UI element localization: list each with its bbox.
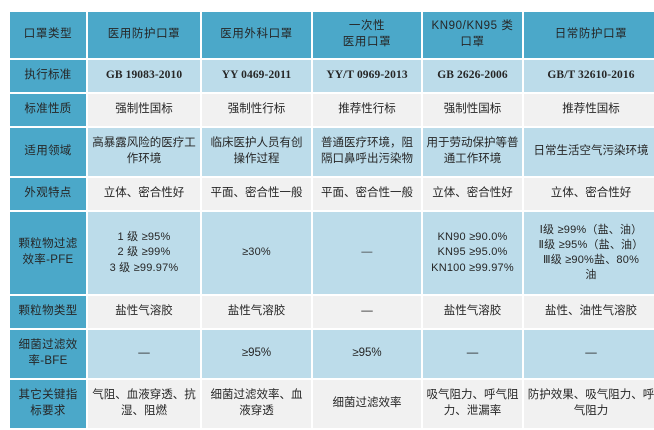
row-label-other-lines: 其它关键指 标要求 [18, 389, 78, 417]
table-row: 外观特点 立体、密合性好 平面、密合性一般 平面、密合性一般 立体、密合性好 立… [10, 178, 654, 210]
header-cell-mask-type: 口罩类型 [10, 12, 86, 58]
cell-appearance-daily: 立体、密合性好 [524, 178, 654, 210]
row-label-particle-type: 颗粒物类型 [10, 296, 86, 328]
row-label-bfe-lines: 细菌过滤效 率-BFE [18, 339, 78, 367]
table-row: 其它关键指 标要求 气阻、血液穿透、抗湿、阻燃 细菌过滤效率、血液穿透 细菌过滤… [10, 380, 654, 428]
row-label-pfe: 颗粒物过滤 效率-PFE [10, 212, 86, 294]
pfe-surgical-lines: ≥30% [242, 246, 271, 259]
cell-nature-kn95: 强制性国标 [423, 94, 522, 126]
row-label-pfe-lines: 颗粒物过滤 效率-PFE [18, 238, 78, 266]
cell-other-medpro: 气阻、血液穿透、抗湿、阻燃 [88, 380, 200, 428]
cell-other-kn95: 吸气阻力、呼气阻力、泄漏率 [423, 380, 522, 428]
table-row: 颗粒物类型 盐性气溶胶 盐性气溶胶 — 盐性气溶胶 盐性、油性气溶胶 [10, 296, 654, 328]
cell-pfe-kn95: KN90 ≥90.0% KN95 ≥95.0% KN100 ≥99.97% [423, 212, 522, 294]
cell-pfe-disposable: — [313, 212, 421, 294]
header-cell-disposable-medical: 一次性 医用口罩 [313, 12, 421, 58]
row-label-standard: 执行标准 [10, 60, 86, 92]
pfe-daily-lines: Ⅰ级 ≥99%（盐、油） Ⅱ级 ≥95%（盐、油） Ⅲ级 ≥90%盐、80% 油 [538, 223, 644, 282]
table-row: 细菌过滤效 率-BFE — ≥95% ≥95% — — [10, 330, 654, 378]
cell-particle-type-disposable: — [313, 296, 421, 328]
header-kn9095-lines: KN90/KN95 类 口罩 [431, 20, 514, 48]
cell-pfe-surgical: ≥30% [202, 212, 311, 294]
cell-pfe-medpro: 1 级 ≥95% 2 级 ≥99% 3 级 ≥99.97% [88, 212, 200, 294]
header-cell-medical-protective: 医用防护口罩 [88, 12, 200, 58]
cell-appearance-kn95: 立体、密合性好 [423, 178, 522, 210]
cell-standard-surgical: YY 0469-2011 [202, 60, 311, 92]
pfe-disposable-lines: — [361, 246, 373, 259]
table-row: 执行标准 GB 19083-2010 YY 0469-2011 YY/T 096… [10, 60, 654, 92]
cell-standard-kn95: GB 2626-2006 [423, 60, 522, 92]
header-disposable-lines: 一次性 医用口罩 [342, 20, 392, 48]
cell-nature-medpro: 强制性国标 [88, 94, 200, 126]
cell-appearance-medpro: 立体、密合性好 [88, 178, 200, 210]
cell-appearance-disposable: 平面、密合性一般 [313, 178, 421, 210]
table-header-row: 口罩类型 医用防护口罩 医用外科口罩 一次性 医用口罩 KN90/KN95 类 … [10, 12, 654, 58]
cell-application-surgical: 临床医护人员有创操作过程 [202, 128, 311, 176]
cell-appearance-surgical: 平面、密合性一般 [202, 178, 311, 210]
header-cell-daily-protective: 日常防护口罩 [524, 12, 654, 58]
mask-comparison-table-container: 口罩类型 医用防护口罩 医用外科口罩 一次性 医用口罩 KN90/KN95 类 … [8, 10, 654, 428]
cell-nature-daily: 推荐性国标 [524, 94, 654, 126]
cell-application-daily: 日常生活空气污染环境 [524, 128, 654, 176]
row-label-other-requirements: 其它关键指 标要求 [10, 380, 86, 428]
cell-particle-type-surgical: 盐性气溶胶 [202, 296, 311, 328]
pfe-kn95-lines: KN90 ≥90.0% KN95 ≥95.0% KN100 ≥99.97% [431, 231, 514, 274]
row-label-bfe: 细菌过滤效 率-BFE [10, 330, 86, 378]
cell-particle-type-kn95: 盐性气溶胶 [423, 296, 522, 328]
cell-standard-medpro: GB 19083-2010 [88, 60, 200, 92]
row-label-application: 适用领域 [10, 128, 86, 176]
pfe-medpro-lines: 1 级 ≥95% 2 级 ≥99% 3 级 ≥99.97% [109, 231, 179, 274]
row-label-appearance: 外观特点 [10, 178, 86, 210]
cell-other-disposable: 细菌过滤效率 [313, 380, 421, 428]
cell-application-disposable: 普通医疗环境，阻隔口鼻呼出污染物 [313, 128, 421, 176]
cell-bfe-kn95: — [423, 330, 522, 378]
cell-bfe-disposable: ≥95% [313, 330, 421, 378]
header-cell-medical-surgical: 医用外科口罩 [202, 12, 311, 58]
cell-other-surgical: 细菌过滤效率、血液穿透 [202, 380, 311, 428]
cell-nature-disposable: 推荐性行标 [313, 94, 421, 126]
table-row: 颗粒物过滤 效率-PFE 1 级 ≥95% 2 级 ≥99% 3 级 ≥99.9… [10, 212, 654, 294]
cell-application-kn95: 用于劳动保护等普通工作环境 [423, 128, 522, 176]
cell-nature-surgical: 强制性行标 [202, 94, 311, 126]
table-row: 适用领域 高暴露风险的医疗工作环境 临床医护人员有创操作过程 普通医疗环境，阻隔… [10, 128, 654, 176]
cell-bfe-surgical: ≥95% [202, 330, 311, 378]
cell-bfe-medpro: — [88, 330, 200, 378]
header-cell-kn9095: KN90/KN95 类 口罩 [423, 12, 522, 58]
cell-bfe-daily: — [524, 330, 654, 378]
cell-particle-type-medpro: 盐性气溶胶 [88, 296, 200, 328]
cell-pfe-daily: Ⅰ级 ≥99%（盐、油） Ⅱ级 ≥95%（盐、油） Ⅲ级 ≥90%盐、80% 油 [524, 212, 654, 294]
cell-standard-daily: GB/T 32610-2016 [524, 60, 654, 92]
cell-other-daily: 防护效果、吸气阻力、呼气阻力 [524, 380, 654, 428]
row-label-nature: 标准性质 [10, 94, 86, 126]
cell-application-medpro: 高暴露风险的医疗工作环境 [88, 128, 200, 176]
cell-standard-disposable: YY/T 0969-2013 [313, 60, 421, 92]
cell-particle-type-daily: 盐性、油性气溶胶 [524, 296, 654, 328]
mask-comparison-table: 口罩类型 医用防护口罩 医用外科口罩 一次性 医用口罩 KN90/KN95 类 … [8, 10, 654, 430]
table-row: 标准性质 强制性国标 强制性行标 推荐性行标 强制性国标 推荐性国标 [10, 94, 654, 126]
